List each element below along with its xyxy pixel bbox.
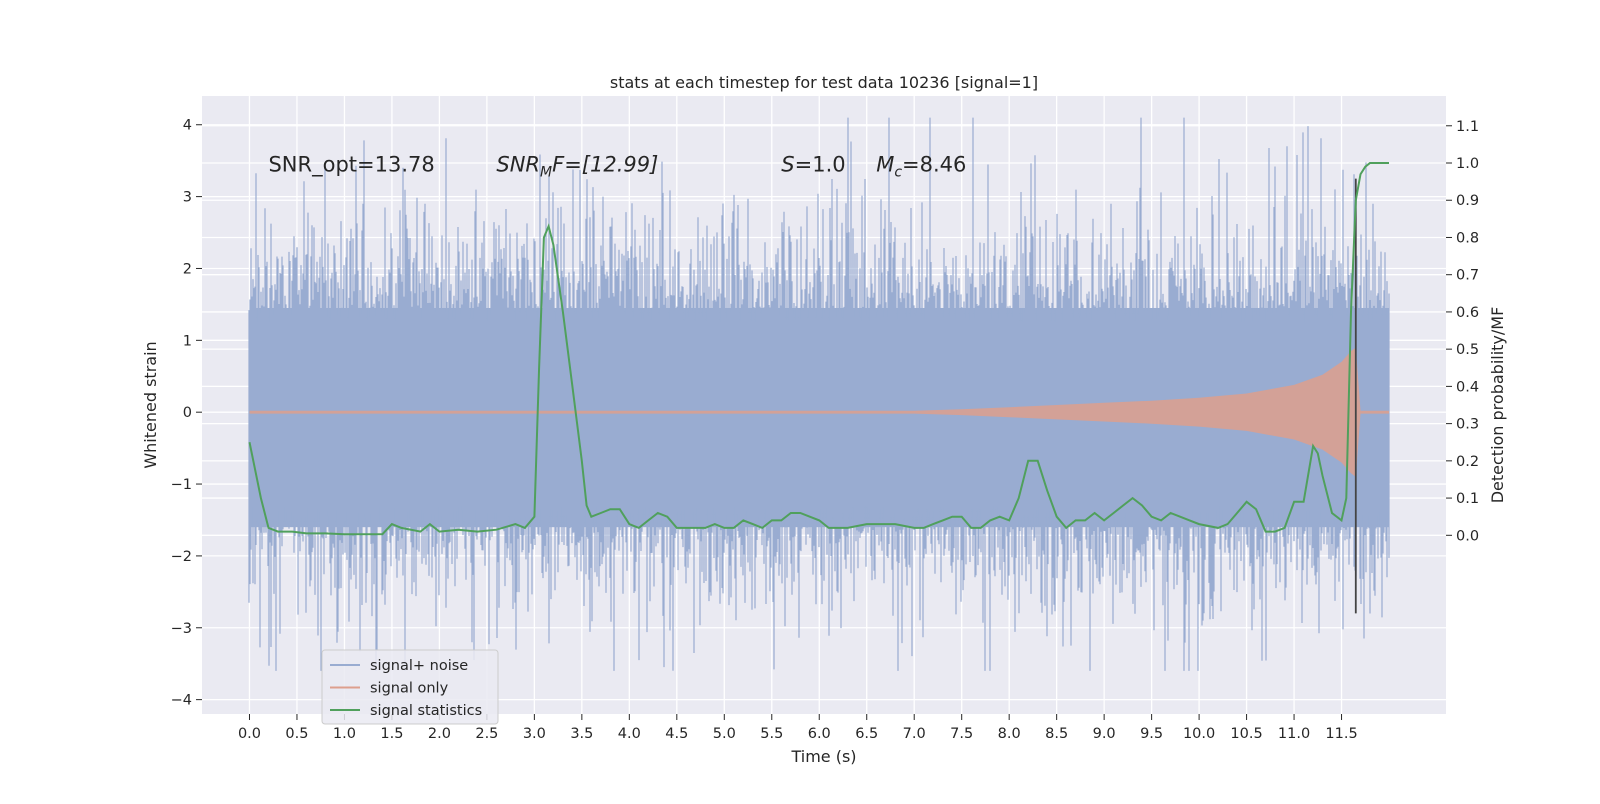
y-right-tick-label: 0.2	[1456, 454, 1479, 470]
x-tick-label: 3.5	[570, 726, 593, 742]
y-tick-label: 2	[183, 261, 192, 277]
x-tick-label: 5.0	[713, 726, 736, 742]
x-tick-label: 7.0	[903, 726, 926, 742]
axes: 0.0 0.5 1.0 1.5 2.0 2.5 3.0 3.5 4.0 4.5 5.0 5.5 6.0 6…	[171, 118, 1479, 742]
x-tick-label: 11.0	[1278, 726, 1310, 742]
y-right-tick-label: 0.7	[1456, 268, 1479, 284]
y-right-tick-label: 0.9	[1456, 193, 1479, 209]
y-right-tick-label: 0.6	[1456, 305, 1479, 321]
annotation-snr_mf: SNRMF=[12.99]	[496, 152, 658, 180]
y-tick-label: −1	[171, 477, 192, 493]
x-tick-label: 1.0	[333, 726, 356, 742]
y-tick-label: 4	[183, 118, 192, 134]
y-tick-label: −3	[171, 621, 192, 637]
y-tick-label: 0	[183, 405, 192, 421]
y-tick-label: −2	[171, 549, 192, 565]
y-right-tick-label: 0.3	[1456, 417, 1479, 433]
x-tick-label: 11.5	[1325, 726, 1357, 742]
x-axis-label: Time (s)	[790, 747, 856, 766]
x-tick-label: 4.5	[665, 726, 688, 742]
y-tick-label: −4	[171, 693, 192, 709]
x-tick-label: 10.0	[1183, 726, 1215, 742]
legend-label-1: signal+ noise	[370, 658, 468, 674]
annotation-snr_opt: SNR_opt=13.78	[268, 152, 434, 177]
x-tick-label: 6.0	[808, 726, 831, 742]
y-tick-label: 3	[183, 190, 192, 206]
annotations: SNR_opt=13.78 SNRMF=[12.99] S=1.0 Mc=8.46	[268, 152, 966, 180]
x-tick-label: 10.5	[1230, 726, 1262, 742]
x-tick-label: 2.5	[475, 726, 498, 742]
legend-label-2: signal only	[370, 681, 449, 697]
y-tick-label: 1	[183, 333, 192, 349]
x-tick-label: 5.5	[760, 726, 783, 742]
y-right-tick-label: 0.1	[1456, 491, 1479, 507]
legend: signal+ noise signal only signal statistic…	[321, 649, 499, 725]
x-tick-label: 9.5	[1140, 726, 1163, 742]
x-tick-label: 8.0	[998, 726, 1021, 742]
y-right-tick-label: 1.0	[1456, 156, 1479, 172]
x-tick-label: 1.5	[380, 726, 403, 742]
x-tick-label: 8.5	[1045, 726, 1068, 742]
y-axis-label-right: Detection probability/MF	[1488, 307, 1507, 504]
signal-statistics-series	[248, 162, 1389, 536]
x-tick-label: 9.0	[1093, 726, 1116, 742]
series-layer	[248, 117, 1390, 671]
signal-only-series	[249, 347, 1389, 477]
legend-box	[321, 649, 499, 725]
y-right-tick-label: 0.4	[1456, 379, 1479, 395]
x-tick-label: 0.0	[238, 726, 261, 742]
y-right-tick-label: 0.0	[1456, 528, 1479, 544]
y-right-tick-label: 1.1	[1456, 119, 1479, 135]
legend-label-3: signal statistics	[370, 703, 482, 719]
y-axis-label-left: Whitened strain	[141, 341, 160, 468]
chart-title: stats at each timestep for test data 102…	[610, 73, 1038, 92]
annotation-s: S=1.0	[781, 152, 845, 176]
x-tick-label: 6.5	[855, 726, 878, 742]
x-tick-label: 7.5	[950, 726, 973, 742]
x-tick-label: 4.0	[618, 726, 641, 742]
x-tick-label: 3.0	[523, 726, 546, 742]
x-tick-label: 0.5	[285, 726, 308, 742]
y-right-tick-label: 0.8	[1456, 230, 1479, 246]
y-right-tick-label: 0.5	[1456, 342, 1479, 358]
x-tick-label: 2.0	[428, 726, 451, 742]
annotation-mc: Mc=8.46	[876, 152, 966, 180]
